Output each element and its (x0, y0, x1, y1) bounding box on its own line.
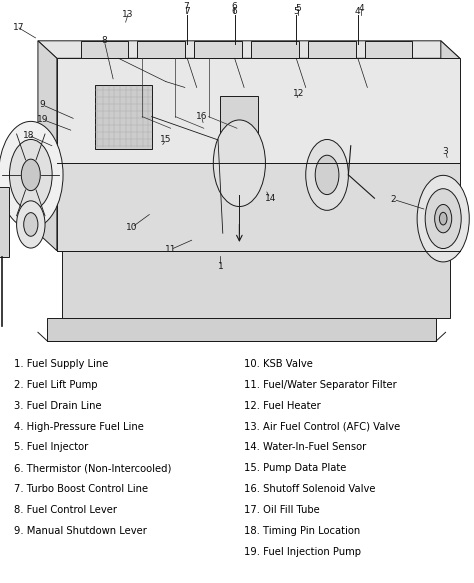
Ellipse shape (24, 213, 38, 236)
FancyBboxPatch shape (0, 187, 9, 257)
Text: 16. Shutoff Solenoid Valve: 16. Shutoff Solenoid Valve (244, 484, 375, 494)
Text: 6: 6 (232, 7, 237, 16)
Text: 18: 18 (23, 131, 34, 140)
FancyBboxPatch shape (251, 41, 299, 58)
Polygon shape (38, 41, 57, 251)
FancyBboxPatch shape (308, 41, 356, 58)
Text: 5. Fuel Injector: 5. Fuel Injector (14, 442, 89, 452)
Text: 2: 2 (391, 195, 396, 204)
Ellipse shape (0, 121, 63, 229)
Text: 17. Oil Fill Tube: 17. Oil Fill Tube (244, 505, 320, 515)
Ellipse shape (315, 155, 339, 195)
Text: 10: 10 (126, 223, 137, 232)
Ellipse shape (435, 205, 452, 233)
Text: 12: 12 (293, 89, 304, 98)
Text: 16: 16 (196, 112, 207, 121)
Text: 10. KSB Valve: 10. KSB Valve (244, 359, 313, 368)
Text: 18. Timing Pin Location: 18. Timing Pin Location (244, 526, 360, 536)
Ellipse shape (213, 120, 265, 206)
Text: 6: 6 (231, 2, 237, 12)
Text: 9. Manual Shutdown Lever: 9. Manual Shutdown Lever (14, 526, 147, 536)
Polygon shape (57, 163, 460, 251)
Ellipse shape (425, 189, 461, 248)
Ellipse shape (9, 139, 52, 210)
Text: 14. Water-In-Fuel Sensor: 14. Water-In-Fuel Sensor (244, 442, 366, 452)
FancyBboxPatch shape (365, 41, 412, 58)
Text: 3: 3 (443, 147, 448, 156)
Text: 8. Fuel Control Lever: 8. Fuel Control Lever (14, 505, 117, 515)
Text: 6. Thermistor (Non-Intercooled): 6. Thermistor (Non-Intercooled) (14, 463, 172, 473)
Polygon shape (57, 58, 460, 163)
Text: 17: 17 (13, 23, 25, 33)
FancyBboxPatch shape (81, 41, 128, 58)
Polygon shape (62, 251, 450, 318)
Text: 11. Fuel/Water Separator Filter: 11. Fuel/Water Separator Filter (244, 380, 397, 389)
Text: 2. Fuel Lift Pump: 2. Fuel Lift Pump (14, 380, 98, 389)
FancyBboxPatch shape (5, 6, 469, 359)
FancyBboxPatch shape (95, 85, 152, 149)
FancyBboxPatch shape (220, 96, 258, 149)
Text: 15: 15 (160, 135, 172, 145)
Text: 14: 14 (264, 194, 276, 203)
Text: 4: 4 (355, 7, 361, 16)
Text: 5: 5 (295, 4, 301, 13)
Text: 8: 8 (101, 36, 107, 45)
FancyBboxPatch shape (137, 41, 185, 58)
Text: 5: 5 (293, 7, 299, 16)
Text: 7. Turbo Boost Control Line: 7. Turbo Boost Control Line (14, 484, 148, 494)
Text: 7: 7 (183, 2, 189, 12)
Polygon shape (441, 41, 460, 251)
Polygon shape (38, 41, 460, 58)
Text: 15. Pump Data Plate: 15. Pump Data Plate (244, 463, 346, 473)
Text: 13: 13 (122, 10, 134, 19)
Text: 11: 11 (165, 245, 176, 254)
Ellipse shape (17, 201, 45, 248)
Text: 4: 4 (358, 4, 364, 13)
Text: 19: 19 (37, 115, 48, 124)
Ellipse shape (21, 159, 40, 191)
Ellipse shape (417, 175, 469, 262)
Text: 1: 1 (218, 262, 223, 271)
Text: 12. Fuel Heater: 12. Fuel Heater (244, 401, 321, 410)
Text: 13. Air Fuel Control (AFC) Valve: 13. Air Fuel Control (AFC) Valve (244, 422, 401, 431)
Ellipse shape (306, 139, 348, 210)
Ellipse shape (439, 212, 447, 225)
FancyBboxPatch shape (194, 41, 242, 58)
Polygon shape (47, 318, 436, 341)
Text: 4. High-Pressure Fuel Line: 4. High-Pressure Fuel Line (14, 422, 144, 431)
Text: 19. Fuel Injection Pump: 19. Fuel Injection Pump (244, 547, 361, 557)
Text: 7: 7 (184, 7, 190, 16)
Text: 1. Fuel Supply Line: 1. Fuel Supply Line (14, 359, 109, 368)
Text: 9: 9 (40, 100, 46, 110)
Text: 3. Fuel Drain Line: 3. Fuel Drain Line (14, 401, 102, 410)
